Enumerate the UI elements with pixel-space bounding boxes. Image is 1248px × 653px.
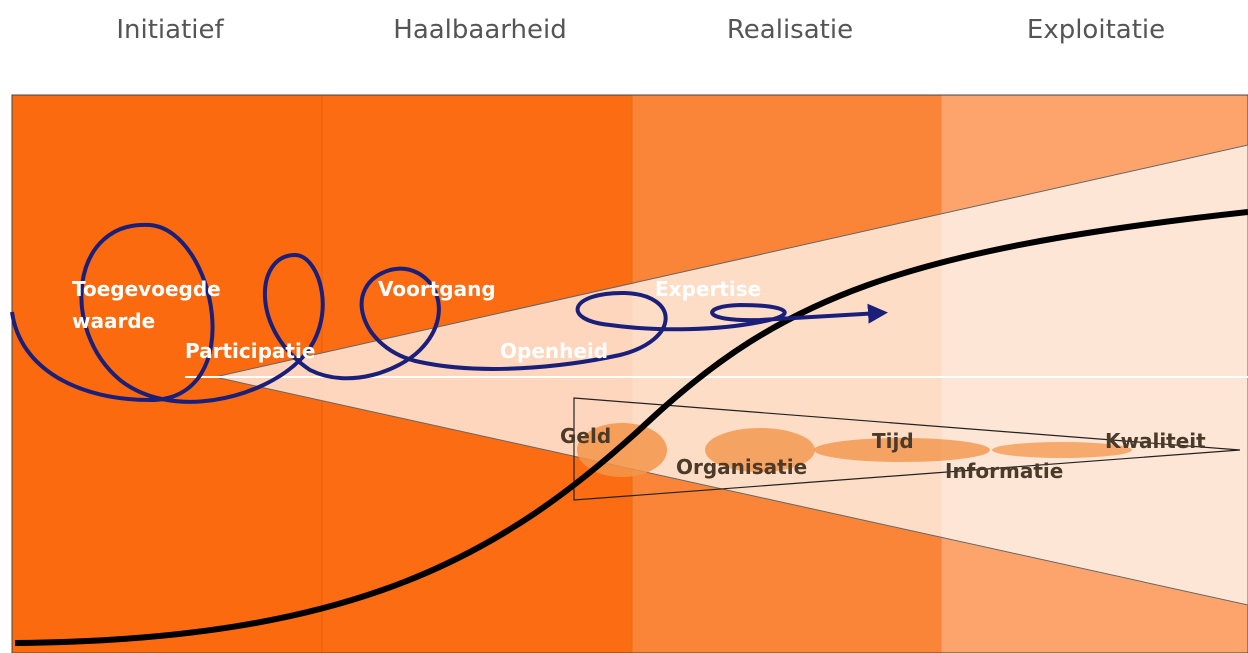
process-label: Participatie <box>185 339 315 363</box>
phase-label: Haalbaarheid <box>393 15 566 45</box>
process-labels: Toegevoegde waarde Participatie Voortgan… <box>72 277 761 363</box>
spiral <box>10 222 888 404</box>
phase-labels: Initiatief Haalbaarheid Realisatie Explo… <box>116 15 1165 45</box>
phase-label: Realisatie <box>727 15 853 45</box>
phase-label: Exploitatie <box>1027 15 1165 45</box>
process-label: Openheid <box>500 339 608 363</box>
resource-label: Geld <box>560 424 611 448</box>
process-label: Toegevoegde <box>72 277 221 301</box>
funnel <box>214 144 1248 606</box>
phase-label: Initiatief <box>116 15 224 45</box>
process-label: Expertise <box>655 277 761 301</box>
resource-label: Tijd <box>872 429 914 453</box>
resource-label: Kwaliteit <box>1105 429 1206 453</box>
resource-labels: Geld Organisatie Tijd Informatie Kwalite… <box>560 424 1206 483</box>
resource-label: Organisatie <box>676 455 807 479</box>
resource-blobs <box>577 423 1132 477</box>
process-label: waarde <box>72 309 155 333</box>
resource-wedge <box>573 397 1241 501</box>
s-curve <box>14 209 1248 646</box>
resource-label: Informatie <box>945 459 1063 483</box>
process-label: Voortgang <box>378 277 496 301</box>
